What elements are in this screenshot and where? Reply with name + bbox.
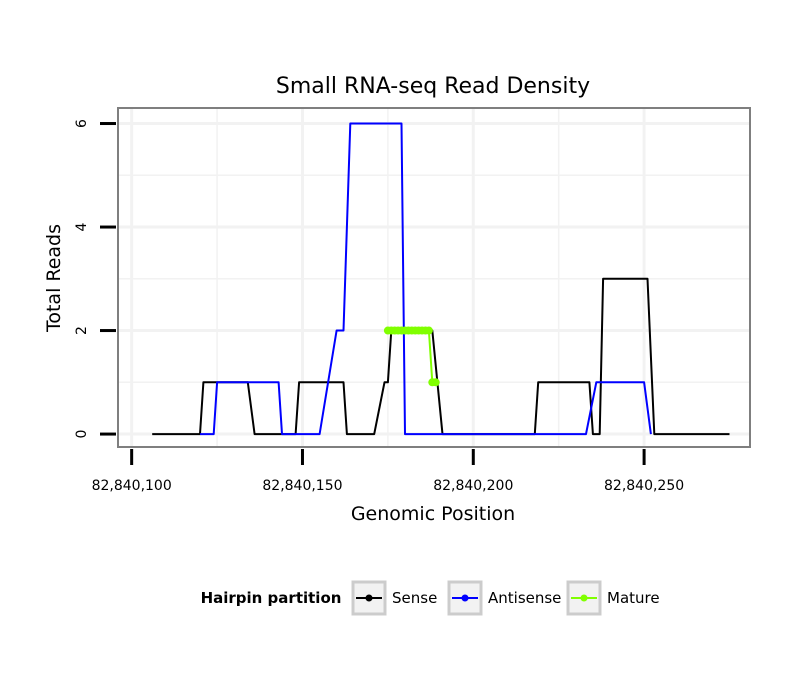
data-point-mature <box>431 378 440 387</box>
axes: 82,840,100 82,840,150 82,840,200 82,840,250… <box>74 119 684 494</box>
legend-item-antisense: Antisense <box>447 580 561 616</box>
series-line-sense <box>152 277 730 436</box>
legend-label-sense: Sense <box>392 589 437 607</box>
plot-panel <box>118 108 750 447</box>
legend-dot-mature <box>580 594 588 602</box>
x-tick-label: 82,840,200 <box>433 478 513 494</box>
legend-item-mature: Mature <box>566 580 660 616</box>
plot-border <box>117 107 751 448</box>
y-tick-label: 2 <box>74 326 90 335</box>
y-axis-label: Total Reads <box>43 224 65 333</box>
legend-dot-antisense <box>461 594 469 602</box>
chart-title: Small RNA-seq Read Density <box>276 74 590 99</box>
legend: Hairpin partition Sense Antisense Mature <box>201 580 660 616</box>
x-tick-label: 82,840,250 <box>604 478 684 494</box>
legend-title: Hairpin partition <box>201 589 342 607</box>
y-tick-label: 6 <box>74 119 90 128</box>
legend-label-antisense: Antisense <box>488 589 561 607</box>
x-tick-label: 82,840,100 <box>92 478 172 494</box>
data-point-mature <box>424 326 433 335</box>
legend-item-sense: Sense <box>351 580 437 616</box>
series-line-antisense <box>200 122 652 436</box>
legend-dot-sense <box>365 594 373 602</box>
legend-label-mature: Mature <box>607 589 660 607</box>
x-tick-label: 82,840,150 <box>262 478 342 494</box>
series-layer <box>152 122 730 436</box>
gridlines <box>118 108 750 447</box>
y-tick-label: 4 <box>74 222 90 231</box>
y-tick-label: 0 <box>74 430 90 439</box>
x-axis-label: Genomic Position <box>351 503 515 525</box>
